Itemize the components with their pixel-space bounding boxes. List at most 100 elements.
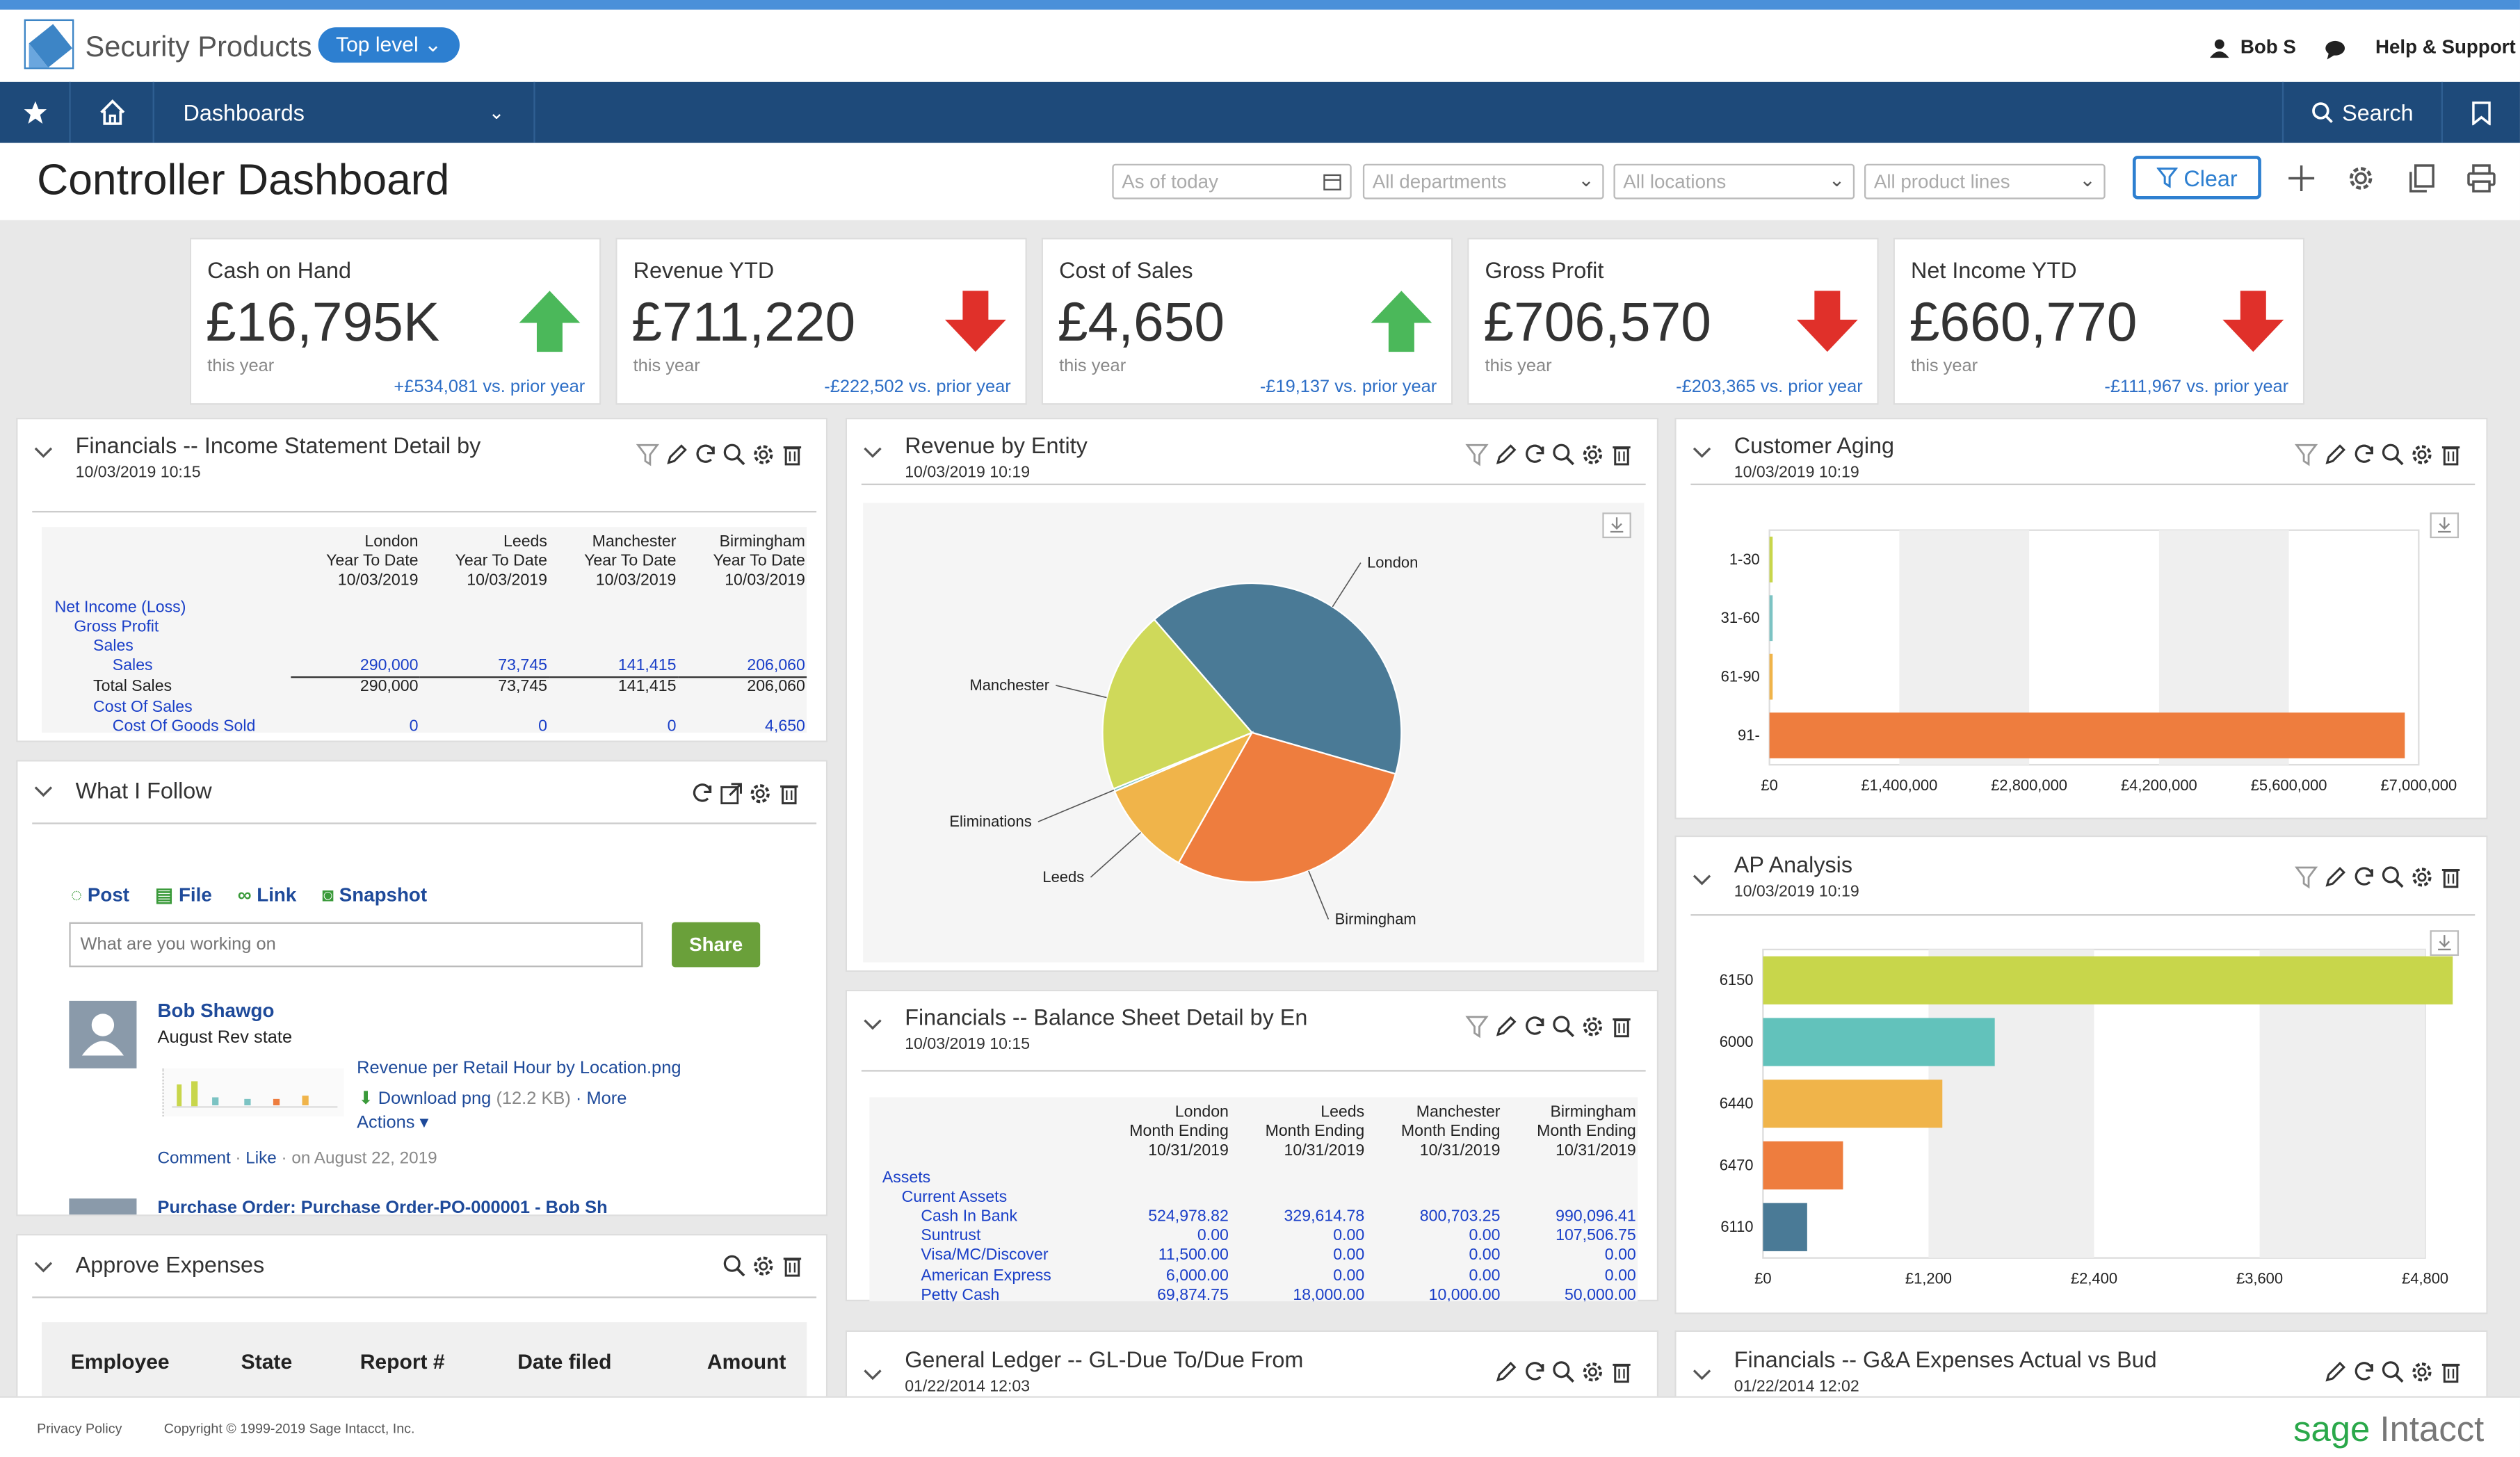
collapse-chevron-icon[interactable] (863, 1364, 882, 1383)
tab-snapshot[interactable]: ◙ Snapshot (322, 884, 427, 906)
col-state[interactable]: State (241, 1349, 293, 1374)
refresh-icon[interactable] (2351, 442, 2377, 468)
row-label[interactable]: Sales (93, 637, 134, 656)
actions-menu[interactable]: Actions ▾ (357, 1113, 429, 1133)
row-label[interactable]: Visa/MC/Discover (921, 1247, 1049, 1265)
row-label[interactable]: Cost Of Sales (93, 698, 193, 716)
collapse-chevron-icon[interactable] (1693, 1364, 1712, 1383)
refresh-icon[interactable] (2351, 1359, 2377, 1385)
refresh-icon[interactable] (1522, 442, 1548, 468)
tab-post[interactable]: ◌ Post (71, 884, 129, 906)
print-icon[interactable] (2465, 162, 2497, 194)
gear-icon[interactable] (1580, 442, 1606, 468)
cell-value[interactable]: 800,703.25 (1419, 1208, 1501, 1226)
search-icon[interactable] (2380, 1359, 2406, 1385)
row-label[interactable]: Net Income (Loss) (54, 599, 186, 617)
cell-value[interactable]: 0.00 (1604, 1267, 1636, 1285)
filter-icon[interactable] (2293, 864, 2319, 890)
cell-value[interactable]: 990,096.41 (1556, 1208, 1636, 1226)
copy-icon[interactable] (2406, 162, 2438, 194)
cell-value[interactable]: 0.00 (1197, 1228, 1229, 1246)
cell-value[interactable]: 0 (538, 717, 547, 733)
level-selector[interactable]: Top level ⌄ (318, 27, 460, 63)
privacy-link[interactable]: Privacy Policy (37, 1420, 122, 1437)
next-post-title[interactable]: Purchase Order: Purchase Order-PO-000001… (157, 1198, 608, 1216)
edit-pencil-icon[interactable] (2323, 864, 2348, 890)
search-icon[interactable] (722, 1253, 748, 1279)
bar[interactable] (1763, 1141, 1843, 1190)
trash-icon[interactable] (1609, 1014, 1635, 1039)
chat-icon[interactable] (2324, 38, 2346, 67)
filter-icon[interactable] (1464, 1014, 1490, 1039)
refresh-icon[interactable] (1522, 1359, 1548, 1385)
kpi-card[interactable]: Cost of Sales £4,650 this year -£19,137 vs.… (1041, 238, 1453, 405)
gear-icon[interactable] (750, 442, 776, 468)
row-label[interactable]: American Express (921, 1267, 1051, 1285)
cell-value[interactable]: 73,745 (419, 657, 549, 679)
share-button[interactable]: Share (672, 922, 761, 968)
trash-icon[interactable] (2438, 864, 2464, 890)
post-input[interactable] (69, 922, 643, 968)
tab-link[interactable]: ∞ Link (238, 884, 297, 906)
download-chart-icon[interactable] (2430, 512, 2460, 539)
gear-icon[interactable] (2409, 864, 2434, 890)
bar[interactable] (1769, 595, 1773, 642)
trash-icon[interactable] (2438, 1359, 2464, 1385)
gear-icon[interactable] (750, 1253, 776, 1279)
row-label[interactable]: Petty Cash (921, 1286, 1000, 1302)
filter-icon[interactable] (635, 442, 661, 468)
cell-value[interactable]: 0.00 (1469, 1267, 1501, 1285)
row-label[interactable]: Suntrust (921, 1228, 981, 1246)
edit-pencil-icon[interactable] (1493, 1359, 1519, 1385)
kpi-card[interactable]: Net Income YTD £660,770 this year -£111,967… (1893, 238, 2305, 405)
gear-icon[interactable] (2345, 162, 2377, 194)
row-label[interactable]: Assets (882, 1169, 931, 1187)
pie-slice[interactable] (1101, 618, 1254, 790)
collapse-chevron-icon[interactable] (34, 1256, 54, 1276)
edit-pencil-icon[interactable] (2323, 442, 2348, 468)
col-report[interactable]: Report # (360, 1349, 445, 1374)
logo-icon[interactable] (24, 19, 74, 70)
trash-icon[interactable] (780, 1253, 805, 1279)
row-label[interactable]: Sales (112, 658, 153, 676)
tab-file[interactable]: ▤ File (155, 884, 212, 906)
add-icon[interactable] (2286, 162, 2318, 194)
edit-pencil-icon[interactable] (664, 442, 690, 468)
product-line-filter[interactable]: All product lines ⌄ (1864, 163, 2106, 200)
favorites-button[interactable] (0, 81, 71, 143)
post-author[interactable]: Bob Shawgo (157, 999, 275, 1022)
trash-icon[interactable] (2438, 442, 2464, 468)
row-label[interactable]: Cost Of Goods Sold (112, 717, 256, 733)
trash-icon[interactable] (1609, 1359, 1635, 1385)
cell-value[interactable]: 107,506.75 (1556, 1228, 1636, 1246)
cell-value[interactable]: 141,415 (549, 657, 678, 679)
external-link-icon[interactable] (718, 781, 744, 806)
search-icon[interactable] (1551, 1359, 1576, 1385)
cell-value[interactable]: 0.00 (1469, 1247, 1501, 1265)
cell-value[interactable]: 329,614.78 (1284, 1208, 1365, 1226)
kpi-card[interactable]: Revenue YTD £711,220 this year -£222,502 vs… (615, 238, 1027, 405)
cell-value[interactable]: 10,000.00 (1428, 1286, 1501, 1302)
cell-value[interactable]: 11,500.00 (1158, 1247, 1229, 1265)
bar[interactable] (1769, 536, 1773, 583)
collapse-chevron-icon[interactable] (1693, 869, 1712, 888)
row-label[interactable]: Gross Profit (74, 618, 159, 636)
collapse-chevron-icon[interactable] (863, 1014, 882, 1033)
clear-filters-button[interactable]: Clear (2132, 156, 2261, 200)
refresh-icon[interactable] (1522, 1014, 1548, 1039)
edit-pencil-icon[interactable] (1493, 1014, 1519, 1039)
row-label[interactable]: Current Assets (901, 1188, 1008, 1207)
cell-value[interactable]: 290,000 (291, 657, 420, 679)
filter-icon[interactable] (1464, 442, 1490, 468)
cell-value[interactable]: 18,000.00 (1293, 1286, 1365, 1302)
bar[interactable] (1763, 1018, 1995, 1066)
cell-value[interactable]: 0.00 (1333, 1247, 1365, 1265)
gear-icon[interactable] (2409, 442, 2434, 468)
cell-value[interactable]: 0.00 (1333, 1228, 1365, 1246)
attachment-link[interactable]: Revenue per Retail Hour by Location.png (357, 1059, 681, 1078)
cell-value[interactable]: 206,060 (677, 657, 807, 679)
cell-value[interactable]: 0.00 (1469, 1228, 1501, 1246)
col-date-filed[interactable]: Date filed (517, 1349, 612, 1374)
cell-value[interactable]: 50,000.00 (1564, 1286, 1636, 1302)
collapse-chevron-icon[interactable] (863, 442, 882, 462)
